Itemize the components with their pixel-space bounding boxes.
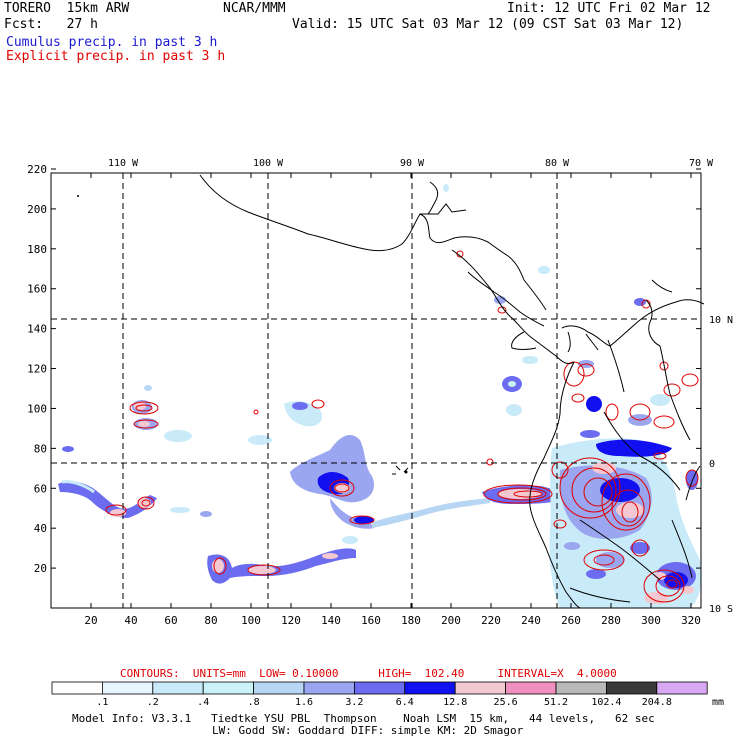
lon-label: 70 W bbox=[689, 158, 714, 169]
y-tick-label: 40 bbox=[34, 522, 47, 535]
x-tick-label: 160 bbox=[361, 614, 381, 627]
lon-label: 100 W bbox=[253, 158, 284, 169]
scale-swatch bbox=[454, 681, 507, 695]
x-tick-label: 180 bbox=[401, 614, 421, 627]
scale-swatch bbox=[404, 681, 456, 695]
coastlines bbox=[199, 174, 705, 609]
scale-label: 1.6 bbox=[295, 697, 313, 708]
scale-swatch bbox=[555, 681, 607, 695]
scale-swatch bbox=[656, 681, 708, 695]
lat-lon-grid bbox=[51, 173, 701, 608]
model-info: Model Info: V3.3.1 Tiedtke YSU PBL Thomp… bbox=[72, 712, 655, 725]
valid-time: Valid: 15 UTC Sat 03 Mar 12 (09 CST Sat … bbox=[292, 17, 684, 32]
x-tick-label: 100 bbox=[241, 614, 261, 627]
scale-label: 204.8 bbox=[642, 697, 672, 708]
forecast-hour: Fcst: 27 h bbox=[4, 17, 98, 32]
lon-label: 110 W bbox=[108, 158, 139, 169]
x-tick-label: 140 bbox=[321, 614, 341, 627]
x-tick-label: 240 bbox=[521, 614, 541, 627]
init-time: Init: 12 UTC Fri 02 Mar 12 bbox=[507, 1, 711, 16]
scale-swatch bbox=[606, 681, 658, 695]
scale-label: .8 bbox=[248, 697, 260, 708]
x-tick-label: 280 bbox=[601, 614, 621, 627]
contour-info: CONTOURS: UNITS=mm LOW= 0.10000 HIGH= 10… bbox=[120, 667, 617, 680]
scale-swatch bbox=[152, 681, 204, 695]
scale-label: 3.2 bbox=[345, 697, 363, 708]
scale-label: 12.8 bbox=[443, 697, 467, 708]
model-title: TORERO 15km ARW bbox=[4, 1, 130, 16]
y-tick-label: 160 bbox=[27, 283, 47, 296]
lon-label: 80 W bbox=[545, 158, 570, 169]
scale-label: 25.6 bbox=[494, 697, 518, 708]
x-tick-label: 300 bbox=[641, 614, 661, 627]
color-scale: .1 .2 .4 .8 1.6 3.2 6.4 12.8 25.6 51.2 102.4 204.8 m… bbox=[51, 681, 724, 708]
physics-info: LW: Godd SW: Goddard DIFF: simple KM: 2D… bbox=[212, 724, 524, 737]
x-tick-label: 60 bbox=[164, 614, 177, 627]
scale-swatch bbox=[102, 681, 154, 695]
y-tick-label: 220 bbox=[27, 163, 47, 176]
y-tick-label: 200 bbox=[27, 203, 47, 216]
y-tick-label: 80 bbox=[34, 442, 47, 455]
y-tick-label: 180 bbox=[27, 243, 47, 256]
scale-label: .4 bbox=[197, 697, 209, 708]
scale-label: .2 bbox=[147, 697, 159, 708]
axes: 20 40 60 80 100 120 140 160 180 200 220 240 260 280 30… bbox=[27, 158, 733, 627]
x-tick-label: 40 bbox=[124, 614, 137, 627]
y-tick-label: 100 bbox=[27, 402, 47, 415]
explicit-precip-contours bbox=[105, 250, 699, 603]
x-tick-label: 20 bbox=[84, 614, 97, 627]
x-tick-label: 320 bbox=[681, 614, 701, 627]
center-label: NCAR/MMM bbox=[223, 1, 286, 16]
scale-swatch bbox=[505, 681, 557, 695]
scale-label: 51.2 bbox=[544, 697, 568, 708]
lat-label: 10 S bbox=[709, 604, 733, 615]
scale-label: 6.4 bbox=[396, 697, 414, 708]
y-tick-label: 20 bbox=[34, 562, 47, 575]
legend-cumulus: Cumulus precip. in past 3 h bbox=[6, 35, 218, 50]
scale-label: 102.4 bbox=[591, 697, 621, 708]
lon-label: 90 W bbox=[400, 158, 425, 169]
x-tick-label: 200 bbox=[441, 614, 461, 627]
y-tick-label: 120 bbox=[27, 363, 47, 376]
legend-explicit: Explicit precip. in past 3 h bbox=[6, 49, 226, 64]
scale-units: mm bbox=[712, 697, 724, 708]
scale-swatch bbox=[253, 681, 305, 695]
x-tick-label: 80 bbox=[204, 614, 217, 627]
y-tick-label: 60 bbox=[34, 482, 47, 495]
scale-swatch bbox=[202, 681, 254, 695]
x-tick-label: 260 bbox=[561, 614, 581, 627]
scale-label: .1 bbox=[96, 697, 108, 708]
scale-swatch bbox=[51, 681, 103, 695]
cumulus-precip-areas bbox=[58, 184, 702, 608]
lat-label: 0 bbox=[709, 459, 715, 470]
scale-swatch bbox=[303, 681, 355, 695]
map-frame bbox=[50, 172, 702, 609]
x-tick-label: 120 bbox=[281, 614, 301, 627]
y-tick-label: 140 bbox=[27, 323, 47, 336]
x-tick-label: 220 bbox=[481, 614, 501, 627]
scale-swatch bbox=[353, 681, 406, 695]
lat-label: 10 N bbox=[709, 315, 733, 326]
